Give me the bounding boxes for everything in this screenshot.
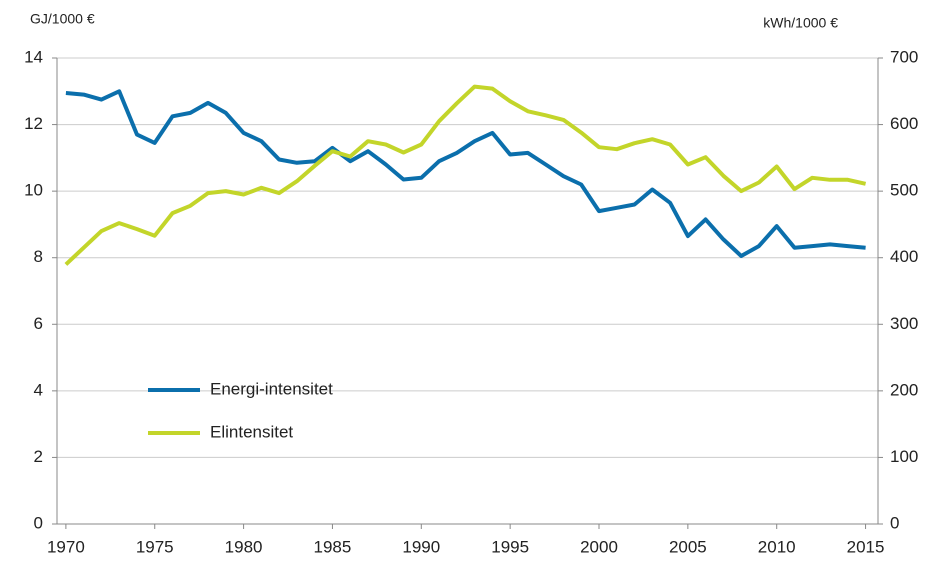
y-tick-label: 14 [24,47,43,66]
y-tick-label: 6 [34,314,43,333]
x-tick-label: 2005 [669,537,707,556]
y2-tick-label: 100 [890,447,918,466]
x-tick-label: 1990 [402,537,440,556]
x-tick-label: 2010 [758,537,796,556]
y-tick-label: 2 [34,447,43,466]
y2-tick-label: 600 [890,114,918,133]
y2-tick-label: 0 [890,513,899,532]
x-tick-label: 1980 [225,537,263,556]
y-axis-label: GJ/1000 € [30,11,95,27]
legend-label: Energi-intensitet [210,379,333,398]
x-tick-label: 2015 [847,537,885,556]
legend-label: Elintensitet [210,422,293,441]
y2-tick-label: 700 [890,47,918,66]
x-tick-label: 1970 [47,537,85,556]
y-tick-label: 12 [24,114,43,133]
y-tick-label: 4 [34,380,43,399]
x-tick-label: 2000 [580,537,618,556]
x-tick-label: 1985 [314,537,352,556]
y2-tick-label: 400 [890,247,918,266]
y-tick-label: 8 [34,247,43,266]
series-line [65,89,866,258]
y2-tick-label: 500 [890,181,918,200]
y2-tick-label: 200 [890,380,918,399]
y2-axis-label: kWh/1000 € [763,15,838,31]
y2-tick-label: 300 [890,314,918,333]
x-tick-label: 1975 [136,537,174,556]
series-line [64,84,867,266]
y-tick-label: 0 [34,513,43,532]
y-tick-label: 10 [24,181,43,200]
x-tick-label: 1995 [491,537,529,556]
